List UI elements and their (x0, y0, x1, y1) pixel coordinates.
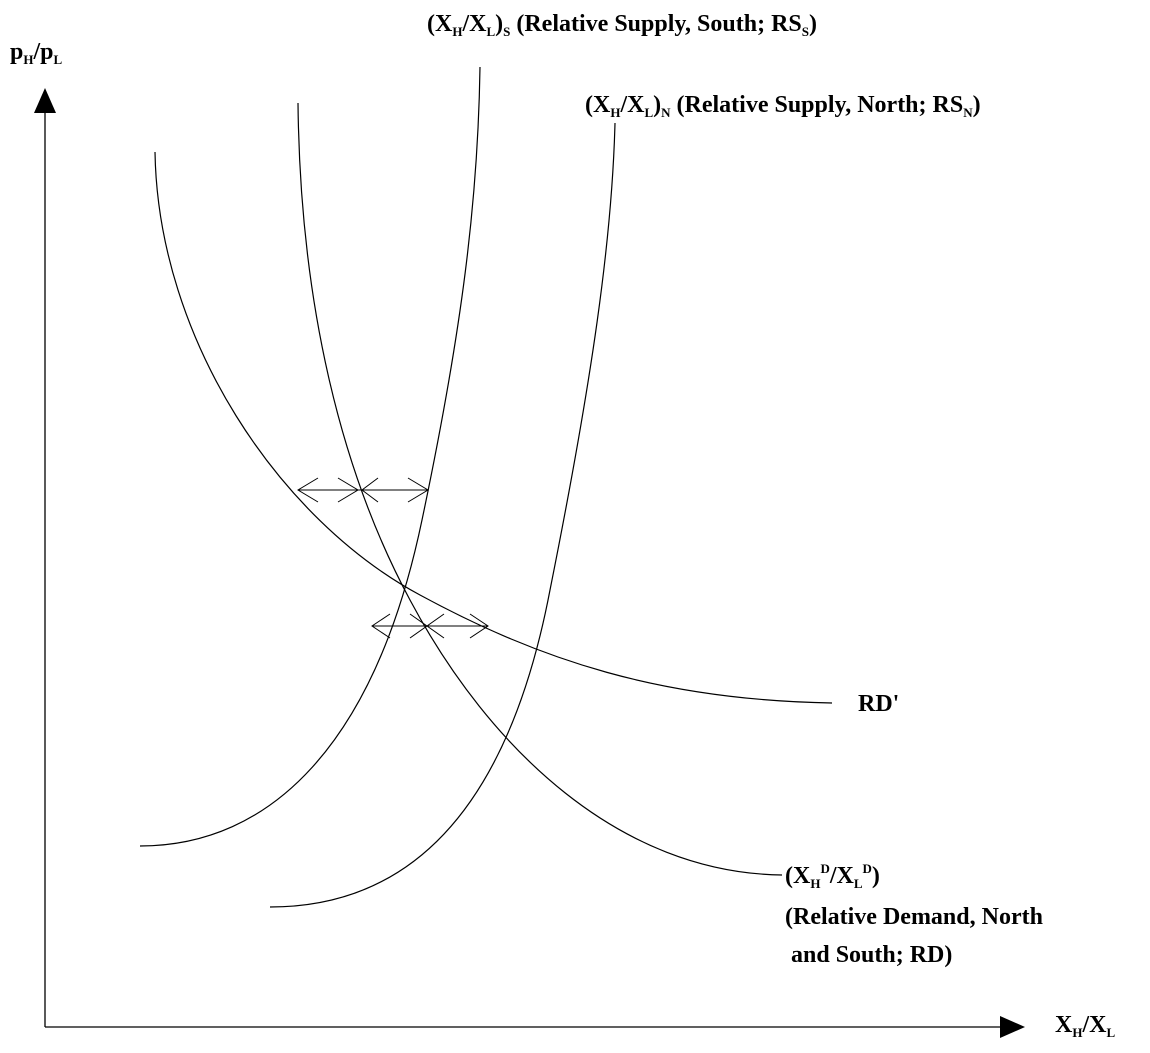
rd-label-desc-1: (Relative Demand, North (785, 904, 1043, 930)
x-axis-arrowhead (1000, 1016, 1025, 1038)
rs-south-curve (139, 66, 481, 847)
rd-prime-label: RD' (858, 691, 900, 717)
rd-prime-curve (154, 151, 833, 704)
rd-label-desc-2: and South; RD) (785, 942, 953, 968)
y-axis-arrowhead (34, 88, 56, 113)
rs-south-label: (XH/XL)S (Relative Supply, South; RSS) (427, 11, 817, 39)
rs-north-label: (XH/XL)N (Relative Supply, North; RSN) (585, 92, 981, 120)
upper-double-arrows (297, 477, 429, 503)
x-axis-label: XH/XL (1055, 1012, 1116, 1040)
lower-double-arrows (371, 613, 489, 639)
y-axis-label: pH/pL (10, 39, 63, 67)
rd-label-formula: (XHD/XLD) (785, 861, 880, 891)
rs-north-curve (269, 122, 616, 908)
rd-curve (297, 102, 783, 876)
